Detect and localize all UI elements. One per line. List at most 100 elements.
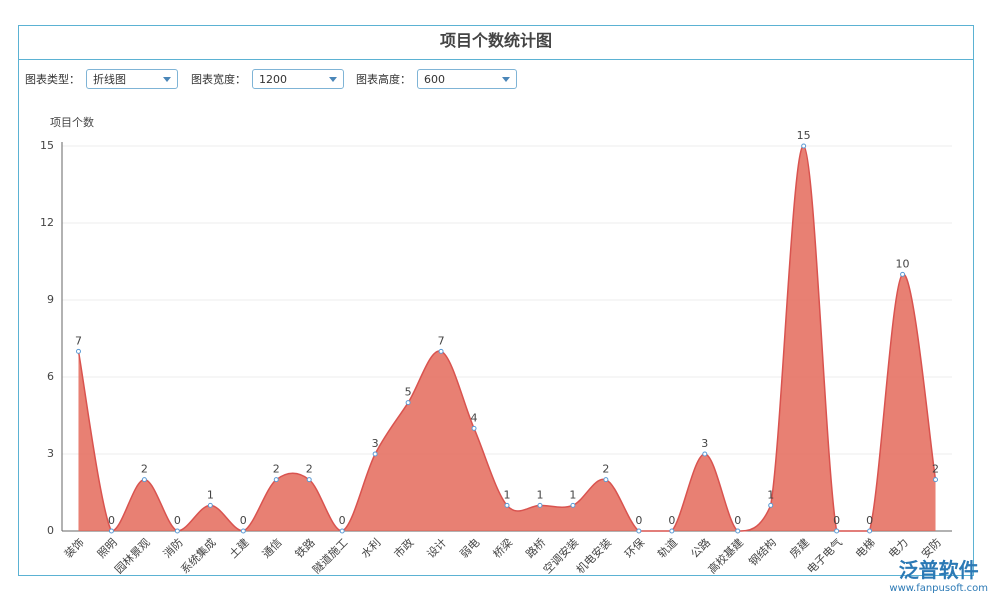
y-tick-label: 9 — [47, 293, 54, 306]
data-label: 2 — [306, 463, 313, 476]
x-tick-label: 照明 — [95, 536, 120, 561]
y-tick-label: 15 — [40, 139, 54, 152]
line — [77, 145, 937, 532]
y-tick-label: 0 — [47, 524, 54, 537]
data-label: 3 — [372, 437, 379, 450]
point — [834, 528, 840, 534]
x-tick-label: 房建 — [786, 535, 811, 560]
point — [570, 502, 576, 508]
point — [669, 528, 675, 534]
watermark-url: www.fanpusoft.com — [889, 583, 988, 594]
point — [636, 528, 642, 534]
control: 图表类型： 折线图 — [25, 69, 178, 89]
point — [504, 502, 510, 508]
point — [537, 502, 543, 508]
chart-panel: 项目个数统计图 图表类型： 折线图 图表宽度： 1200 图表高度： 600 — [18, 25, 974, 576]
x-tick-label: 铁路 — [293, 536, 318, 561]
area — [78, 145, 936, 531]
x-tick-label: 电梯 — [853, 536, 878, 561]
data-label: 10 — [896, 257, 910, 270]
data-label: 2 — [932, 463, 939, 476]
x-tick-label: 市政 — [391, 535, 416, 560]
x-tick-label: 装饰 — [61, 535, 86, 560]
point — [801, 143, 807, 149]
point — [768, 502, 774, 508]
x-tick-label: 隧道施工 — [309, 535, 350, 576]
point — [603, 477, 609, 483]
y-axis-title: 项目个数 — [50, 116, 94, 129]
x-tick-label: 系统集成 — [178, 535, 219, 576]
watermark: 泛普软件 www.fanpusoft.com — [889, 554, 988, 594]
x-tick-label: 路桥 — [523, 536, 548, 561]
watermark-brand: 泛普软件 — [898, 558, 979, 582]
data-label: 1 — [536, 488, 543, 501]
point — [141, 477, 147, 483]
x-tick-label: 电子电气 — [804, 535, 845, 576]
x-tick-label: 轨道 — [655, 535, 680, 560]
y-tick-label: 12 — [40, 216, 54, 229]
data-label: 0 — [668, 514, 675, 527]
data-label: 0 — [240, 514, 247, 527]
x-tick-label: 高校基建 — [705, 535, 746, 576]
x-tick-label: 弱电 — [458, 536, 483, 561]
point — [372, 451, 378, 457]
x-tick-label: 园林景观 — [112, 535, 153, 576]
control: 图表高度： 600 — [356, 69, 517, 89]
point — [702, 451, 708, 457]
data-label: 7 — [75, 334, 82, 347]
select[interactable]: 600 — [417, 69, 517, 89]
point — [438, 348, 444, 354]
control-label: 图表宽度： — [191, 73, 246, 86]
control-label: 图表类型： — [25, 73, 80, 86]
data-label: 7 — [438, 334, 445, 347]
data-label: 5 — [405, 386, 412, 399]
select[interactable]: 1200 — [252, 69, 344, 89]
x-tick-label: 水利 — [359, 536, 384, 561]
data-label: 0 — [339, 514, 346, 527]
y-tick-label: 3 — [47, 447, 54, 460]
data-label: 0 — [833, 514, 840, 527]
x-tick-label: 土建 — [226, 535, 251, 560]
data-label: 2 — [602, 463, 609, 476]
point — [900, 271, 906, 277]
x-tick-label: 设计 — [425, 536, 450, 561]
data-label: 1 — [504, 488, 511, 501]
data-label: 4 — [471, 411, 478, 424]
point — [306, 477, 312, 483]
x-tick-label: 桥梁 — [490, 535, 515, 560]
data-label: 0 — [866, 514, 873, 527]
x-tick-label: 机电安装 — [573, 535, 614, 576]
data-label: 0 — [108, 514, 115, 527]
point — [735, 528, 741, 534]
control-label: 图表高度： — [356, 73, 411, 86]
select-value: 折线图 — [93, 73, 126, 86]
data-label: 0 — [734, 514, 741, 527]
point — [174, 528, 180, 534]
data-label: 15 — [797, 129, 811, 142]
x-tick-label: 钢结构 — [746, 535, 779, 568]
data-label: 2 — [141, 463, 148, 476]
x-tick-label: 环保 — [622, 535, 647, 560]
point — [471, 425, 477, 431]
select-value: 600 — [424, 72, 445, 86]
point — [207, 502, 213, 508]
select-value: 1200 — [259, 72, 287, 86]
data-label: 3 — [701, 437, 708, 450]
data-label: 2 — [273, 463, 280, 476]
point — [75, 348, 81, 354]
point — [108, 528, 114, 534]
point — [405, 400, 411, 406]
data-label: 1 — [207, 488, 214, 501]
point — [240, 528, 246, 534]
point — [339, 528, 345, 534]
data-label: 1 — [569, 488, 576, 501]
x-tick-label: 通信 — [260, 536, 285, 561]
chart-title: 项目个数统计图 — [19, 26, 973, 60]
x-tick-label: 消防 — [160, 535, 185, 560]
select[interactable]: 折线图 — [86, 69, 178, 89]
data-label: 1 — [767, 488, 774, 501]
x-tick-label: 公路 — [688, 536, 713, 561]
data-label: 0 — [174, 514, 181, 527]
